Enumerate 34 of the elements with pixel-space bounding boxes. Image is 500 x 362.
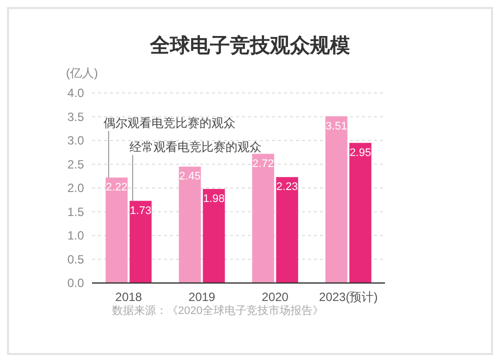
source-note: 数据来源：《2020全球电子竞技市场报告》 (112, 304, 324, 317)
x-tick-label: 2019 (188, 290, 216, 304)
data-label: 2.22 (106, 182, 128, 194)
y-tick-label: 3.5 (67, 110, 84, 124)
y-tick-label: 3.0 (67, 134, 84, 148)
text: 经常观看电竞比赛的观众 (130, 140, 262, 154)
data-label: 1.73 (130, 204, 152, 217)
y-tick-label: 4.0 (67, 86, 84, 100)
y-tick-label: 2.5 (67, 157, 84, 172)
y-tick-label: 1.5 (67, 204, 84, 219)
bar (325, 116, 348, 283)
data-label: 2.23 (276, 181, 298, 194)
y-axis-title: (亿人) (66, 66, 98, 80)
data-label: 1.98 (203, 192, 225, 205)
bar (349, 142, 372, 283)
data-label: 2.72 (252, 158, 274, 170)
x-tick-label: 2018 (115, 290, 142, 304)
y-tick-label: 0.0 (67, 276, 84, 290)
data-label: 2.45 (179, 170, 201, 183)
data-label: 2.95 (350, 146, 372, 159)
x-tick-label: 2020 (262, 290, 289, 304)
text: 偶尔观看电竞比赛的观众 (104, 116, 236, 130)
bar (252, 154, 274, 283)
data-label: 3.51 (326, 120, 348, 132)
y-tick-label: 1.0 (67, 228, 84, 242)
chart-title: 全球电子竞技观众规模 (149, 34, 350, 57)
bar (130, 200, 152, 283)
x-tick-label: 2023(预计) (319, 290, 378, 304)
bar (178, 166, 201, 283)
bar (202, 188, 225, 283)
bar (276, 177, 298, 283)
y-tick-label: 2.0 (67, 181, 84, 195)
bar (106, 178, 128, 283)
y-tick-label: 0.5 (67, 252, 84, 266)
